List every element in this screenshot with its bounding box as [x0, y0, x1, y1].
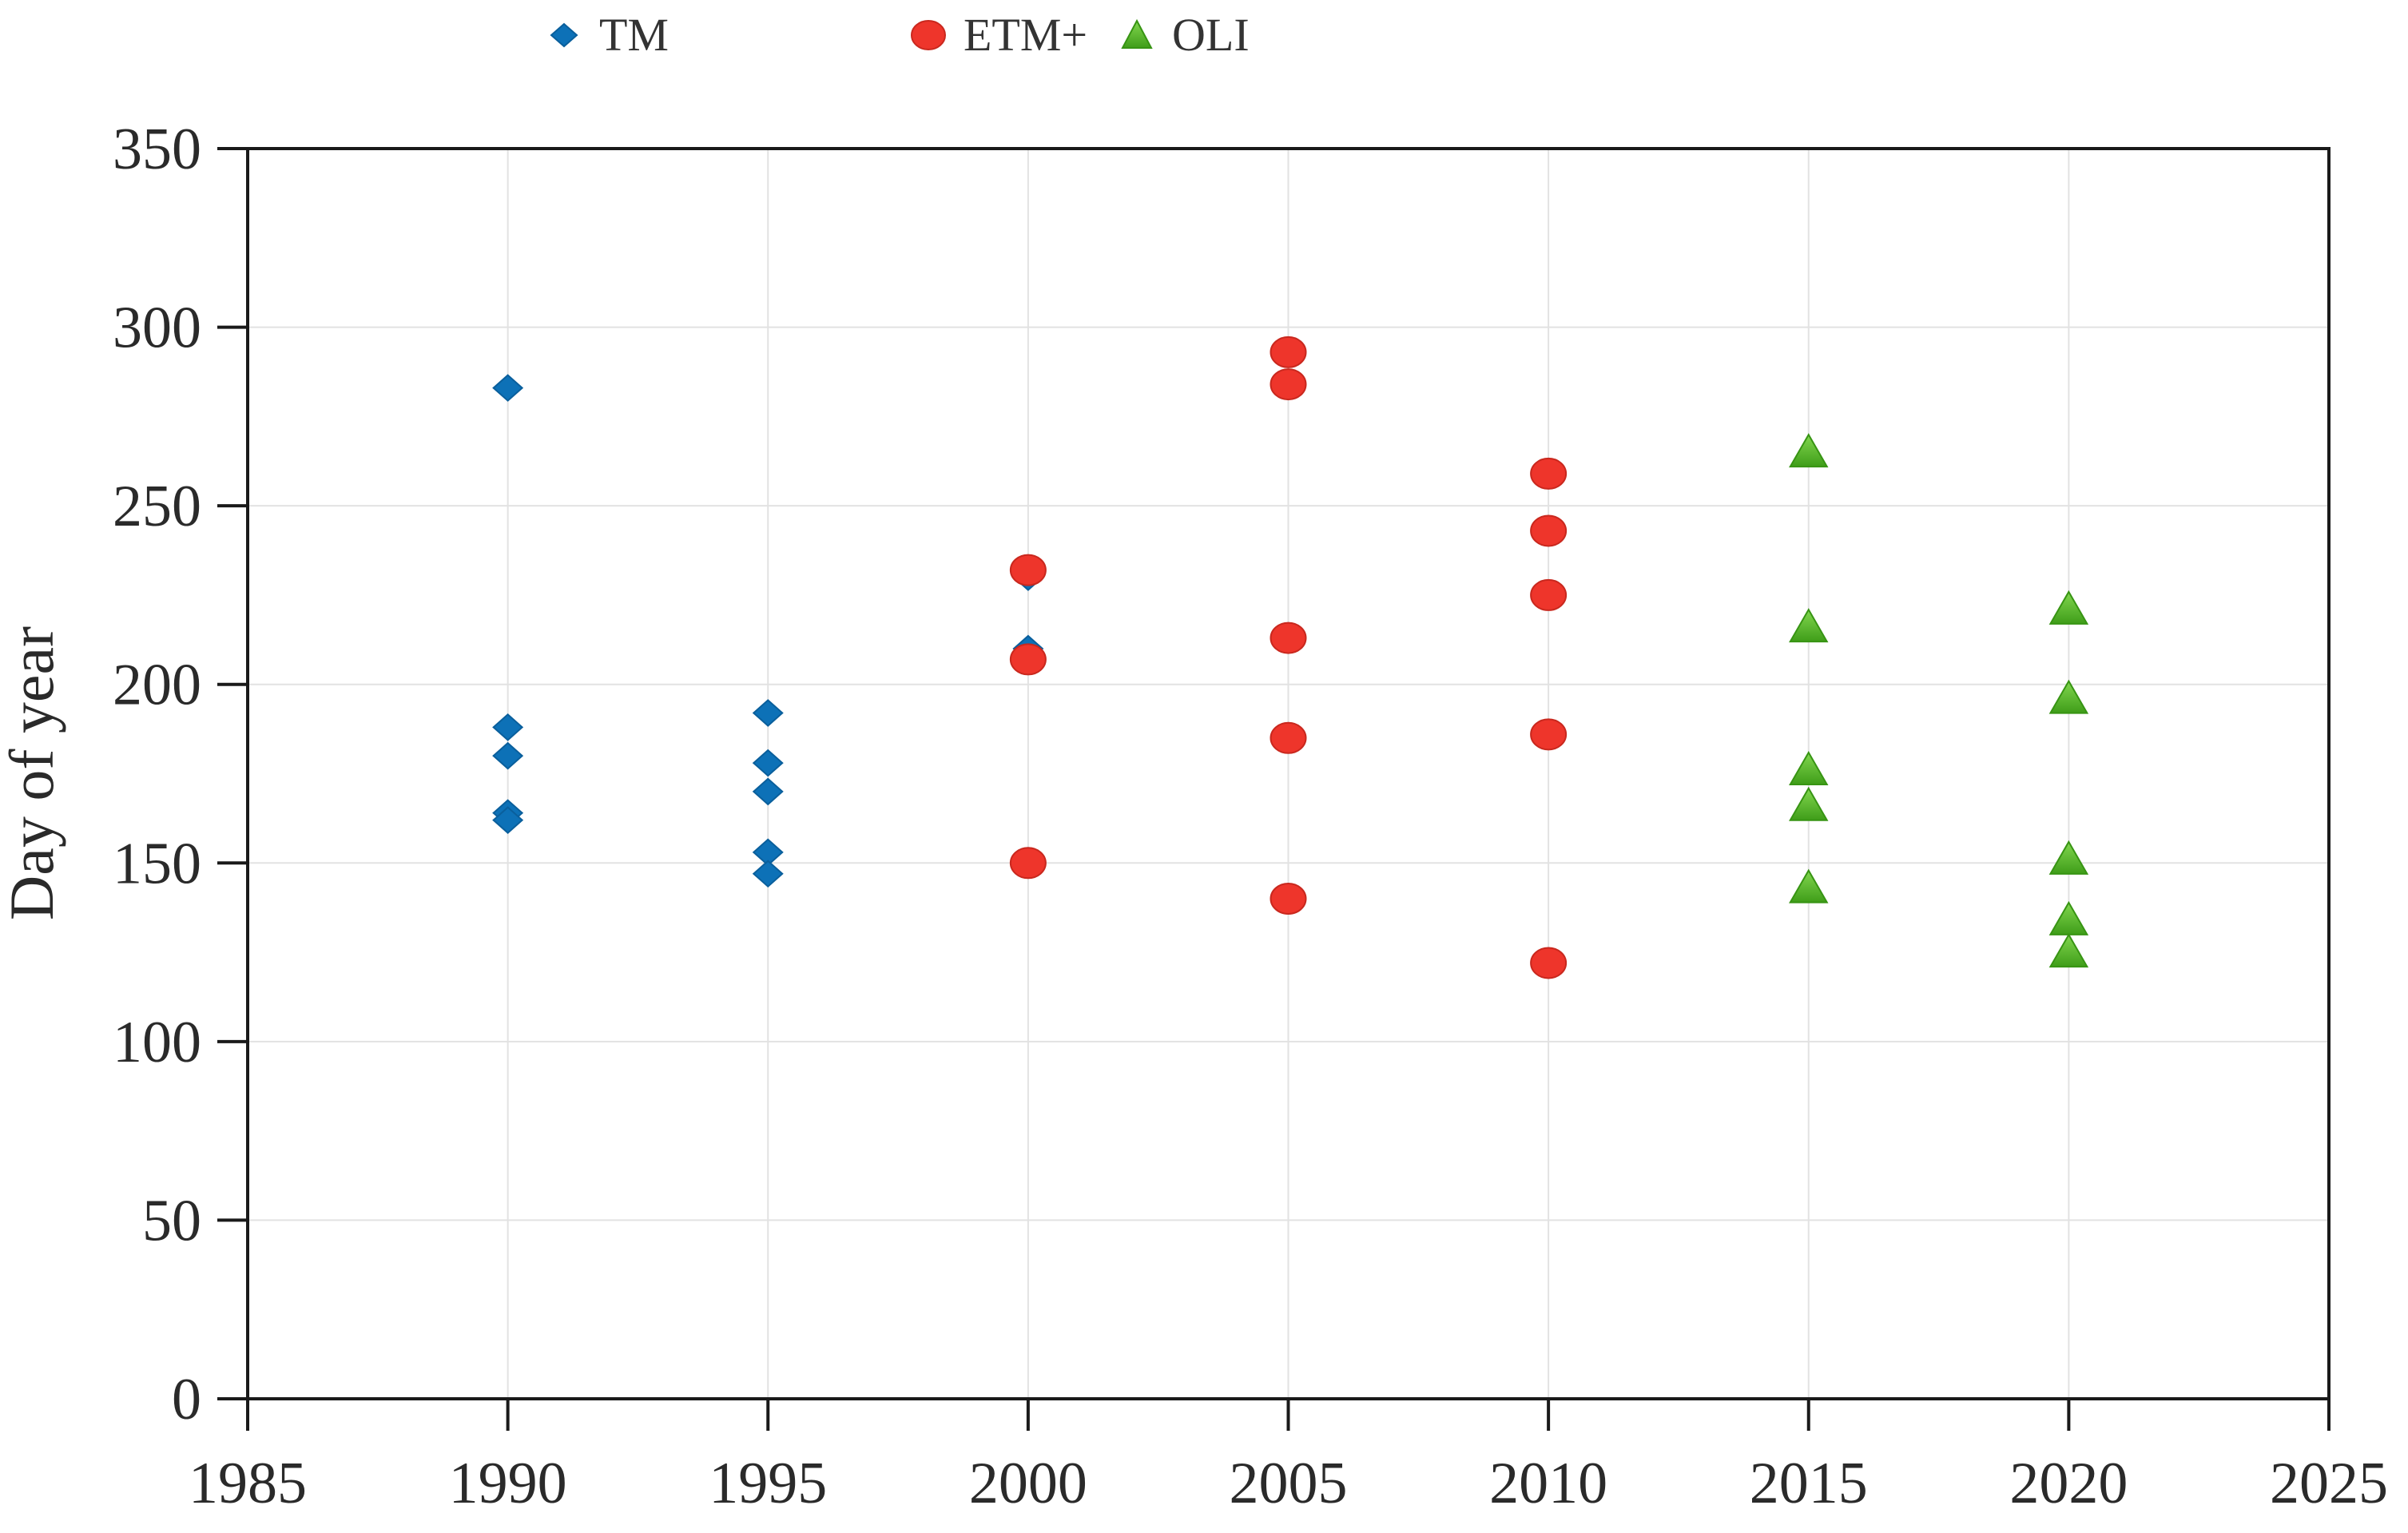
- etm-point: [1009, 847, 1047, 880]
- data-points-layer: [492, 336, 2089, 979]
- etm-point: [1530, 947, 1568, 979]
- etm-point: [1270, 622, 1307, 654]
- x-tick-label: 2000: [969, 1451, 1087, 1516]
- y-tick-label: 100: [113, 1010, 201, 1075]
- tm-point: [752, 699, 784, 727]
- x-tick-label: 1995: [709, 1451, 827, 1516]
- y-tick-label: 250: [113, 474, 201, 539]
- y-axis-title: Day of year: [0, 626, 66, 920]
- x-tick-label: 2010: [1489, 1451, 1607, 1516]
- y-tick-label: 150: [113, 831, 201, 896]
- x-tick-label: 2015: [1750, 1451, 1868, 1516]
- etm-point: [1009, 643, 1047, 676]
- tm-point: [752, 777, 784, 806]
- x-tick-label: 1990: [449, 1451, 567, 1516]
- etm-point: [1530, 578, 1568, 611]
- oli-point: [1789, 868, 1829, 904]
- oli-point: [1789, 608, 1829, 643]
- oli-point: [2048, 840, 2089, 875]
- tm-point: [492, 806, 524, 834]
- tm-point: [752, 749, 784, 777]
- oli-point: [1789, 786, 1829, 821]
- y-tick-label: 50: [142, 1188, 201, 1253]
- tm-point: [492, 741, 524, 770]
- plot-border: [246, 147, 2331, 1400]
- oli-point: [2048, 900, 2089, 935]
- etm-point: [1270, 721, 1307, 754]
- oli-point: [1789, 433, 1829, 468]
- y-tick-label: 350: [113, 117, 201, 182]
- y-tick-label: 300: [113, 296, 201, 361]
- x-tick-label: 1985: [189, 1451, 307, 1516]
- tm-point: [492, 713, 524, 741]
- y-tick-label: 0: [172, 1367, 201, 1432]
- grid-layer: [248, 149, 2329, 1399]
- etm-point: [1270, 336, 1307, 368]
- etm-point: [1270, 368, 1307, 401]
- tick-layer: 0 50 100 150 200 250 300 350 1985 1990 1995 2000 200…: [113, 117, 2388, 1516]
- y-tick-label: 200: [113, 653, 201, 718]
- etm-point: [1530, 514, 1568, 547]
- x-tick-label: 2025: [2270, 1451, 2388, 1516]
- tm-point: [752, 860, 784, 888]
- oli-point: [2048, 933, 2089, 968]
- etm-point: [1530, 718, 1568, 751]
- axis-spines: [246, 147, 2331, 1400]
- oli-point: [1789, 751, 1829, 786]
- tm-point: [492, 374, 524, 402]
- etm-point: [1530, 457, 1568, 490]
- etm-point: [1009, 554, 1047, 586]
- oli-point: [2048, 590, 2089, 625]
- etm-point: [1270, 883, 1307, 915]
- x-tick-label: 2020: [2009, 1451, 2128, 1516]
- x-tick-label: 2005: [1230, 1451, 1348, 1516]
- oli-point: [2048, 679, 2089, 714]
